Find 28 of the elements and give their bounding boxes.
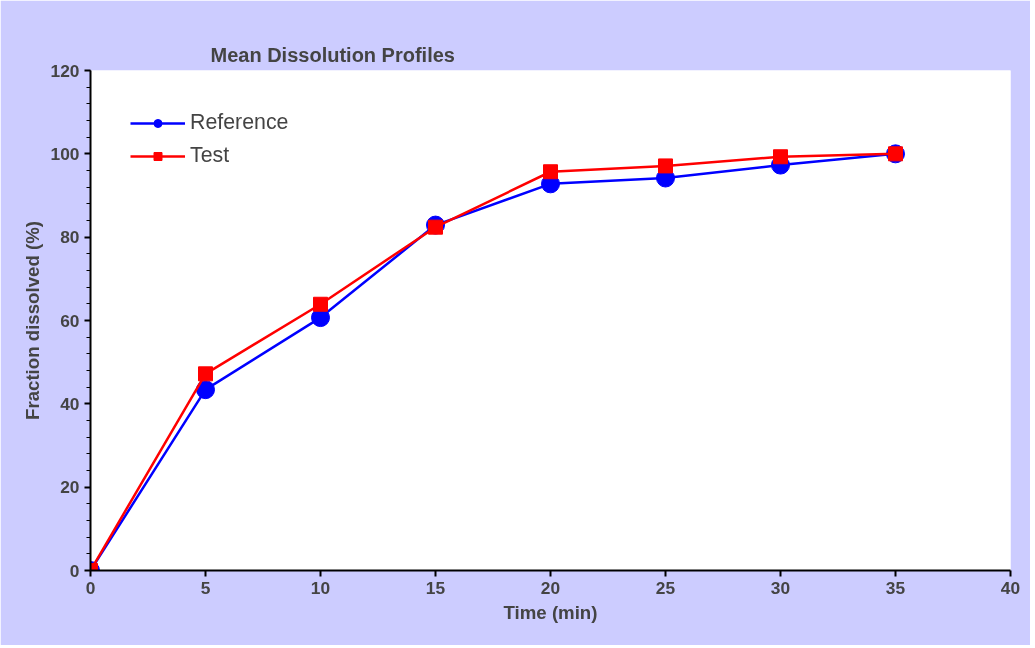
x-tick-label: 25 xyxy=(655,577,676,598)
point xyxy=(196,380,215,400)
point xyxy=(773,149,788,165)
y-tick-label: 40 xyxy=(60,393,80,414)
y-tick-label: 0 xyxy=(69,560,80,581)
point xyxy=(198,366,213,382)
y-tick-label: 20 xyxy=(60,477,80,498)
x-tick-label: 35 xyxy=(885,577,906,598)
x-axis-title: Time (min) xyxy=(503,601,598,623)
x-tick-label: 20 xyxy=(540,577,561,598)
point xyxy=(658,158,673,174)
y-tick-label: 100 xyxy=(50,143,80,164)
chart-title: Mean Dissolution Profiles xyxy=(210,43,455,66)
x-tick-label: 15 xyxy=(425,577,446,598)
x-tick-label: 5 xyxy=(200,577,211,598)
x-tick-label: 0 xyxy=(85,577,96,598)
point xyxy=(428,219,443,235)
point xyxy=(543,164,558,180)
y-tick-label: 60 xyxy=(60,310,80,331)
legend-label: Reference xyxy=(190,110,289,135)
x-tick-label: 40 xyxy=(1000,577,1021,598)
legend-label: Test xyxy=(190,143,230,168)
point xyxy=(313,296,328,312)
y-axis-title: Fraction dissolved (%) xyxy=(21,220,43,421)
x-tick-label: 30 xyxy=(770,577,791,598)
y-tick-label: 120 xyxy=(50,60,80,81)
y-tick-label: 80 xyxy=(60,227,80,248)
x-tick-label: 10 xyxy=(310,577,331,598)
